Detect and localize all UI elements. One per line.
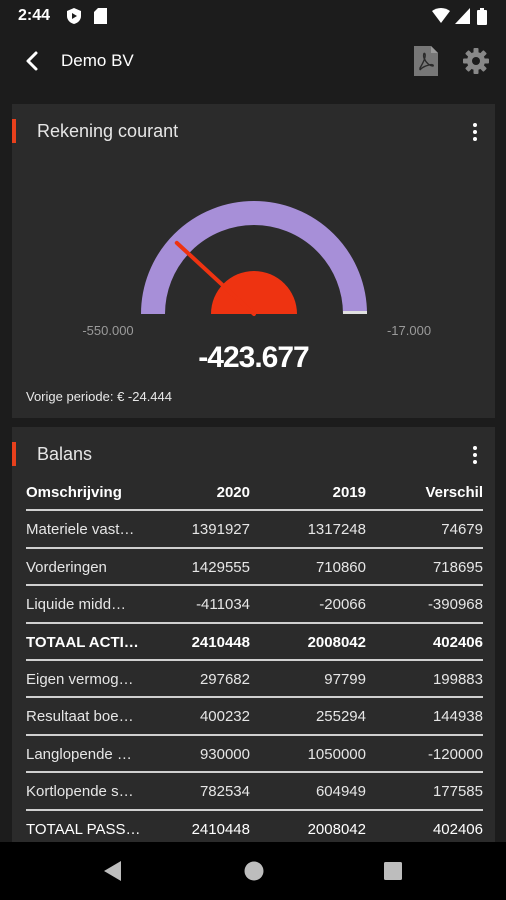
table-row[interactable]: Kortlopende s… 782534 604949 177585 <box>26 773 483 811</box>
row-diff: -120000 <box>427 745 483 763</box>
row-2020: 400232 <box>199 708 250 726</box>
more-vert-icon[interactable] <box>465 445 485 465</box>
row-diff: 144938 <box>432 708 483 726</box>
row-2020: -411034 <box>196 596 250 614</box>
nav-home-icon[interactable] <box>242 859 266 883</box>
signal-icon <box>455 8 470 24</box>
header-2020: 2020 <box>216 484 250 501</box>
table-header: Omschrijving 2020 2019 Verschil <box>26 474 483 512</box>
row-2020: 1429555 <box>191 558 250 576</box>
header-2019: 2019 <box>332 484 366 501</box>
row-2019: 1317248 <box>307 521 366 539</box>
row-label: Resultaat boe… <box>26 708 134 726</box>
row-2020: 2410448 <box>191 633 250 651</box>
row-label: Vorderingen <box>26 558 107 576</box>
gauge-track <box>141 201 367 315</box>
row-2019: 97799 <box>324 670 366 688</box>
table-row[interactable]: Langlopende … 930000 1050000 -120000 <box>26 736 483 774</box>
row-2020: 2410448 <box>191 820 250 838</box>
table-row[interactable]: Resultaat boe… 400232 255294 144938 <box>26 698 483 736</box>
gauge-end-tick <box>343 311 367 314</box>
row-diff: -390968 <box>427 596 483 614</box>
nav-recents-icon[interactable] <box>381 859 405 883</box>
table-row[interactable]: Eigen vermog… 297682 97799 199883 <box>26 661 483 699</box>
row-2019: 604949 <box>315 783 366 801</box>
row-label: Liquide midd… <box>26 596 127 614</box>
wifi-icon <box>432 8 450 23</box>
status-time: 2:44 <box>18 7 51 24</box>
row-2019: 710860 <box>315 558 366 576</box>
previous-period-text: Vorige periode: € -24.444 <box>26 389 172 404</box>
row-diff: 74679 <box>441 521 483 539</box>
gauge <box>141 201 367 316</box>
row-diff: 177585 <box>432 783 483 801</box>
row-label: TOTAAL PASS… <box>26 820 141 838</box>
row-2020: 930000 <box>199 745 250 763</box>
gear-icon[interactable] <box>462 47 490 75</box>
nav-back-icon[interactable] <box>101 859 125 883</box>
page-title: Demo BV <box>61 51 134 70</box>
gauge-min-label: -550.000 <box>82 323 134 338</box>
row-2019: -20066 <box>319 596 366 614</box>
play-protect-icon <box>67 8 81 24</box>
gauge-value: -423.677 <box>198 341 309 374</box>
card-title: Rekening courant <box>37 121 179 141</box>
row-diff: 199883 <box>432 670 483 688</box>
pdf-icon[interactable] <box>414 46 438 76</box>
row-2019: 2008042 <box>307 633 366 651</box>
row-2020: 782534 <box>199 783 250 801</box>
row-2019: 255294 <box>315 708 366 726</box>
gauge-max-label: -17.000 <box>386 323 432 338</box>
card-accent <box>12 119 16 143</box>
gauge-needle <box>174 240 256 316</box>
rekening-courant-card: Rekening courant -550.000 -17.000 -423.6… <box>12 104 495 418</box>
sim-card-icon <box>94 8 107 24</box>
row-2020: 1391927 <box>191 521 250 539</box>
row-2020: 297682 <box>199 670 250 688</box>
balans-table: Omschrijving 2020 2019 Verschil Materiel… <box>26 474 483 842</box>
header-description: Omschrijving <box>26 484 122 501</box>
table-row[interactable]: Vorderingen 1429555 710860 718695 <box>26 549 483 587</box>
row-diff: 402406 <box>432 820 483 838</box>
table-row-total[interactable]: TOTAAL PASS… 2410448 2008042 402406 <box>26 811 483 842</box>
table-row[interactable]: Materiele vast… 1391927 1317248 74679 <box>26 511 483 549</box>
card-accent <box>12 442 16 466</box>
status-bar: 2:44 <box>0 0 506 32</box>
app-bar: Demo BV <box>0 32 506 92</box>
back-arrow-icon[interactable] <box>18 46 48 76</box>
table-row-total[interactable]: TOTAAL ACTI… 2410448 2008042 402406 <box>26 624 483 661</box>
table-row[interactable]: Liquide midd… -411034 -20066 -390968 <box>26 586 483 624</box>
card-title: Balans <box>37 444 93 464</box>
gauge-dial <box>211 271 297 314</box>
battery-icon <box>477 8 487 25</box>
row-label: Eigen vermog… <box>26 670 134 688</box>
row-label: TOTAAL ACTI… <box>26 633 139 651</box>
balans-card: Balans Omschrijving 2020 2019 Verschil M… <box>12 427 495 842</box>
row-label: Materiele vast… <box>26 521 135 539</box>
row-label: Kortlopende s… <box>26 783 134 801</box>
row-diff: 402406 <box>432 633 483 651</box>
row-diff: 718695 <box>432 558 483 576</box>
system-nav-bar <box>0 842 506 900</box>
more-vert-icon[interactable] <box>465 122 485 142</box>
row-2019: 2008042 <box>307 820 366 838</box>
row-label: Langlopende … <box>26 745 132 763</box>
row-2019: 1050000 <box>307 745 366 763</box>
header-difference: Verschil <box>425 484 483 501</box>
